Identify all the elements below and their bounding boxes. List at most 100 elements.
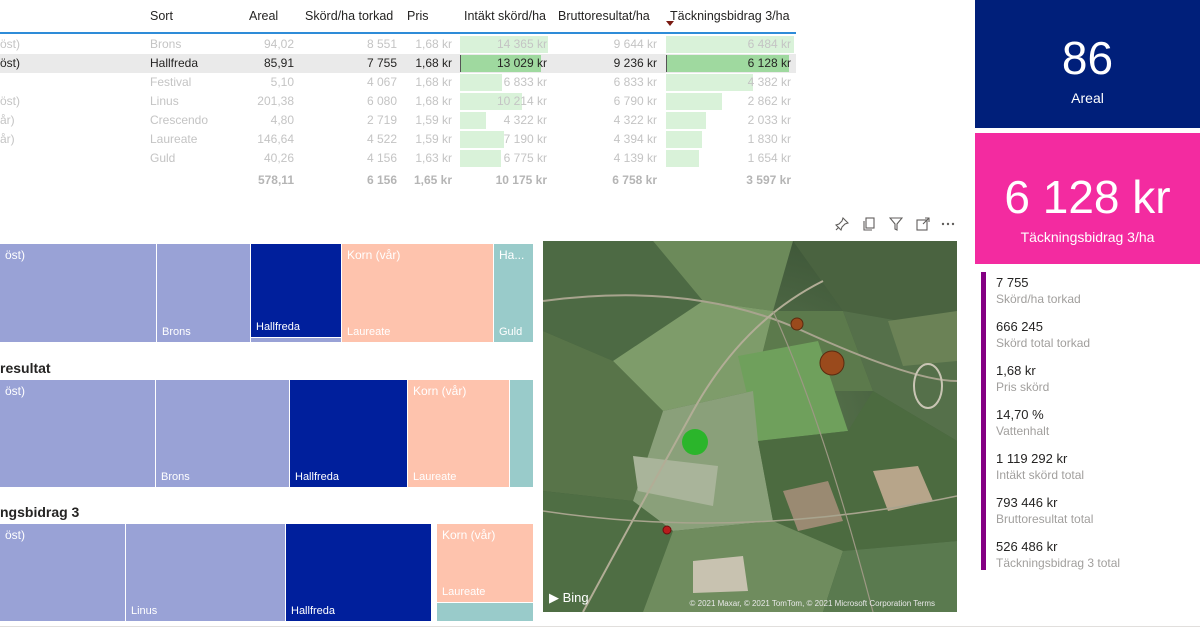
table-row[interactable]: år) Laureate 146,64 4 522 1,59 kr 7 190 … bbox=[0, 130, 796, 149]
treemap-tile[interactable]: öst) bbox=[0, 244, 157, 343]
more-options-icon[interactable] bbox=[940, 217, 956, 233]
table-row[interactable]: öst) Linus 201,38 6 080 1,68 kr 10 214 k… bbox=[0, 92, 796, 111]
focus-mode-icon[interactable] bbox=[915, 217, 931, 233]
cell-brutto: 9 644 kr bbox=[613, 37, 657, 51]
areal-card: 86 Areal bbox=[975, 0, 1200, 128]
total-areal: 578,11 bbox=[257, 173, 294, 187]
tb-value: 6 128 kr bbox=[1004, 171, 1171, 223]
cell-skord: 4 522 bbox=[366, 132, 397, 146]
treemap-tile[interactable]: Ha... Guld bbox=[494, 244, 534, 343]
treemap-tile[interactable]: Brons bbox=[157, 244, 251, 343]
treemap-tile[interactable]: Brons bbox=[156, 380, 290, 488]
kpi-item: 526 486 kr Täckningsbidrag 3 total bbox=[996, 539, 1120, 570]
cell-intakt: 7 190 kr bbox=[503, 132, 547, 146]
header-areal[interactable]: Areal bbox=[249, 9, 279, 23]
header-tb[interactable]: Täckningsbidrag 3/ha bbox=[670, 9, 790, 23]
cell-type bbox=[0, 149, 143, 168]
filter-icon[interactable] bbox=[888, 217, 904, 233]
treemap-tile[interactable]: Korn (vår) Laureate bbox=[342, 244, 494, 343]
tackningsbidrag-card: 6 128 kr Täckningsbidrag 3/ha bbox=[975, 133, 1200, 264]
cell-type: öst) bbox=[0, 94, 21, 108]
satellite-map[interactable]: ▶ Bing © 2021 Maxar, © 2021 TomTom, © 20… bbox=[543, 241, 957, 612]
cell-areal: 4,80 bbox=[270, 113, 294, 127]
treemap-tile[interactable]: Korn (vår) Laureate bbox=[408, 380, 510, 488]
tile-label: Hallfreda bbox=[295, 471, 340, 483]
cell-pris: 1,63 kr bbox=[415, 151, 452, 165]
table-row[interactable]: öst) Brons 94,02 8 551 1,68 kr 14 365 kr… bbox=[0, 35, 796, 54]
treemap-tile-selected[interactable]: Hallfreda bbox=[290, 380, 408, 488]
table-total-row: 578,11 6 156 1,65 kr 10 175 kr 6 758 kr … bbox=[0, 171, 796, 190]
cell-tb: 2 862 kr bbox=[747, 94, 791, 108]
treemap-tile[interactable]: öst) bbox=[0, 380, 156, 488]
cell-tb: 1 830 kr bbox=[747, 132, 791, 146]
bing-icon: ▶ bbox=[549, 590, 559, 605]
cell-type: öst) bbox=[0, 56, 21, 70]
kpi-value: 1,68 kr bbox=[996, 363, 1036, 378]
cell-areal: 85,91 bbox=[263, 56, 294, 70]
copy-icon[interactable] bbox=[861, 217, 877, 233]
treemap-title: ngsbidrag 3 bbox=[0, 504, 80, 520]
cell-intakt: 6 775 kr bbox=[503, 151, 547, 165]
header-pris[interactable]: Pris bbox=[407, 9, 429, 23]
treemap-tile-selected[interactable]: Hallfreda bbox=[286, 524, 432, 622]
cell-tb: 6 484 kr bbox=[747, 37, 791, 51]
header-skord[interactable]: Skörd/ha torkad bbox=[305, 9, 394, 23]
cell-intakt: 13 029 kr bbox=[496, 56, 547, 70]
tb-databar bbox=[666, 74, 753, 91]
table-row[interactable]: år) Crescendo 4,80 2 719 1,59 kr 4 322 k… bbox=[0, 111, 796, 130]
cell-tb: 6 128 kr bbox=[747, 56, 791, 70]
page-divider bbox=[0, 626, 1200, 627]
tile-label: Ha... bbox=[499, 248, 525, 262]
cell-type bbox=[0, 73, 143, 92]
treemap-tile[interactable]: Korn (vår) Laureate bbox=[437, 524, 534, 603]
pin-icon[interactable] bbox=[834, 216, 850, 233]
cell-intakt: 4 322 kr bbox=[503, 113, 547, 127]
kpi-label: Skörd total torkad bbox=[996, 336, 1091, 350]
kpi-item: 1,68 kr Pris skörd bbox=[996, 363, 1049, 394]
kpi-label: Vattenhalt bbox=[996, 424, 1050, 438]
total-tb: 3 597 kr bbox=[746, 173, 791, 187]
tile-label: Korn (vår) bbox=[442, 528, 496, 542]
intakt-databar bbox=[460, 131, 504, 148]
header-brutto[interactable]: Bruttoresultat/ha bbox=[558, 9, 650, 23]
cell-type: öst) bbox=[0, 37, 21, 51]
cell-type: år) bbox=[0, 132, 15, 146]
treemap-tile[interactable] bbox=[437, 603, 534, 622]
intakt-databar bbox=[460, 36, 548, 53]
cell-skord: 4 067 bbox=[366, 75, 397, 89]
cell-sort: Laureate bbox=[150, 132, 198, 146]
cell-pris: 1,68 kr bbox=[415, 56, 452, 70]
header-sort[interactable]: Sort bbox=[150, 9, 173, 23]
table-row[interactable]: Guld 40,26 4 156 1,63 kr 6 775 kr 4 139 … bbox=[0, 149, 796, 168]
cell-tb: 2 033 kr bbox=[747, 113, 791, 127]
kpi-value: 14,70 % bbox=[996, 407, 1044, 422]
treemap-tile[interactable] bbox=[510, 380, 534, 488]
table-row[interactable]: Festival 5,10 4 067 1,68 kr 6 833 kr 6 8… bbox=[0, 73, 796, 92]
treemap-tile[interactable] bbox=[251, 338, 342, 343]
tile-label: Korn (vår) bbox=[347, 248, 401, 262]
kpi-value: 666 245 bbox=[996, 319, 1043, 334]
cell-sort: Hallfreda bbox=[150, 56, 199, 70]
areal-value: 86 bbox=[1061, 32, 1114, 84]
tile-label: Brons bbox=[161, 471, 190, 483]
tile-label: Hallfreda bbox=[256, 321, 301, 333]
header-intakt[interactable]: Intäkt skörd/ha bbox=[464, 9, 546, 23]
tb-databar bbox=[666, 131, 702, 148]
cell-brutto: 4 139 kr bbox=[613, 151, 657, 165]
treemap-tile[interactable]: öst) bbox=[0, 524, 126, 622]
treemap-tile-selected[interactable]: Hallfreda bbox=[251, 244, 342, 338]
map-copyright[interactable]: © 2021 Maxar, © 2021 TomTom, © 2021 Micr… bbox=[689, 599, 936, 608]
cell-pris: 1,68 kr bbox=[415, 94, 452, 108]
treemap-tile[interactable]: Linus bbox=[126, 524, 286, 622]
total-pris: 1,65 kr bbox=[413, 173, 452, 187]
kpi-accent-bar bbox=[981, 272, 986, 570]
bing-label: Bing bbox=[562, 590, 589, 605]
tb-databar bbox=[666, 150, 699, 167]
kpi-value: 793 446 kr bbox=[996, 495, 1058, 510]
cell-pris: 1,68 kr bbox=[415, 37, 452, 51]
table-row-selected[interactable]: öst) Hallfreda 85,91 7 755 1,68 kr 13 02… bbox=[0, 54, 796, 73]
kpi-label: Pris skörd bbox=[996, 380, 1050, 394]
areal-label: Areal bbox=[1071, 90, 1104, 106]
cell-brutto: 6 790 kr bbox=[613, 94, 657, 108]
total-brutto: 6 758 kr bbox=[612, 173, 657, 187]
